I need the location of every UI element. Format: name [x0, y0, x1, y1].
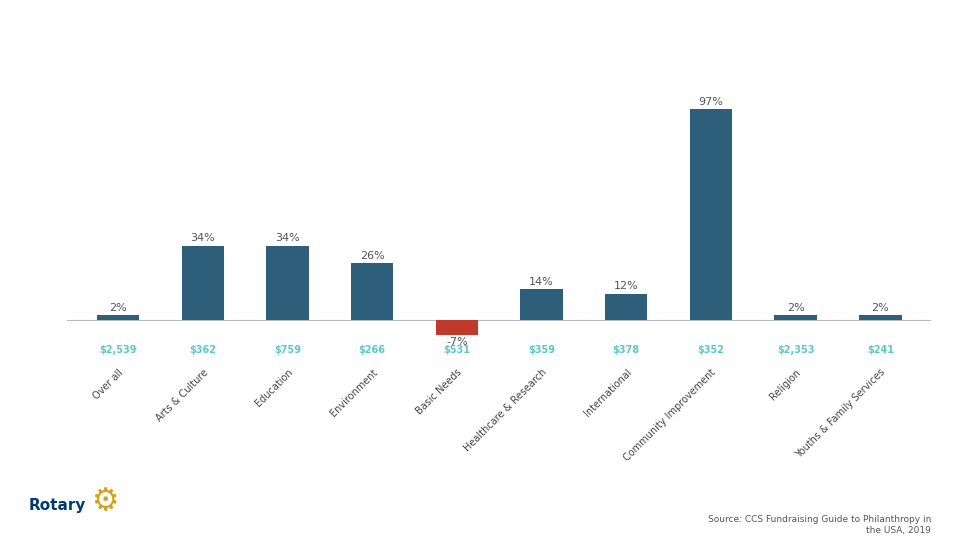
Bar	[266, 246, 308, 320]
Text: 2%: 2%	[787, 302, 804, 313]
Text: Rotary: Rotary	[29, 498, 86, 513]
Text: -7%: -7%	[446, 338, 468, 347]
Text: $362: $362	[189, 345, 216, 355]
Bar	[859, 315, 901, 320]
Text: Philanthropy in the United States: Philanthropy in the United States	[38, 32, 564, 60]
Text: 2%: 2%	[109, 302, 127, 313]
Bar	[351, 263, 394, 320]
Text: Source: CCS Fundraising Guide to Philanthropy in
the USA, 2019: Source: CCS Fundraising Guide to Philant…	[708, 515, 931, 535]
Text: $352: $352	[698, 345, 725, 355]
Text: $759: $759	[274, 345, 300, 355]
Text: $241: $241	[867, 345, 894, 355]
Bar	[181, 246, 224, 320]
Text: Education: Education	[253, 367, 295, 409]
Text: $359: $359	[528, 345, 555, 355]
Text: $378: $378	[612, 345, 639, 355]
Text: Over all: Over all	[91, 367, 125, 401]
Text: Community Improvement: Community Improvement	[622, 367, 718, 463]
Text: $266: $266	[359, 345, 386, 355]
Text: Environment: Environment	[328, 367, 379, 418]
Text: $531: $531	[444, 345, 470, 355]
Text: 34%: 34%	[190, 233, 215, 243]
Text: 97%: 97%	[699, 97, 724, 106]
Text: 14%: 14%	[529, 276, 554, 287]
Text: $2,539: $2,539	[99, 345, 136, 355]
Text: 26%: 26%	[360, 251, 385, 261]
Bar	[775, 315, 817, 320]
Text: 2%: 2%	[872, 302, 889, 313]
Text: Healthcare & Research: Healthcare & Research	[462, 367, 548, 454]
Text: Arts & Culture: Arts & Culture	[154, 367, 210, 423]
Text: 12%: 12%	[613, 281, 638, 291]
Text: 34%: 34%	[276, 233, 300, 243]
Bar	[520, 289, 563, 320]
Text: $2,353: $2,353	[777, 345, 814, 355]
Bar	[97, 315, 139, 320]
Bar	[436, 320, 478, 335]
Bar	[605, 294, 647, 320]
Text: International: International	[582, 367, 634, 418]
Text: Religion: Religion	[768, 367, 803, 402]
Bar	[690, 109, 732, 320]
Text: Youths & Family Services: Youths & Family Services	[794, 367, 887, 460]
Text: Basic Needs: Basic Needs	[415, 367, 464, 416]
Text: ⚙: ⚙	[91, 487, 119, 516]
